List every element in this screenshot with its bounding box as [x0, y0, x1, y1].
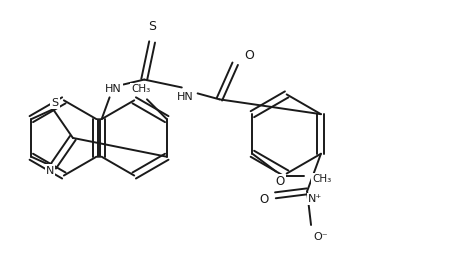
Text: O: O: [244, 49, 254, 62]
Text: HN: HN: [105, 84, 122, 94]
Text: O⁻: O⁻: [314, 232, 328, 242]
Text: N: N: [46, 166, 54, 176]
Text: N⁺: N⁺: [308, 194, 322, 204]
Text: S: S: [51, 98, 59, 108]
Text: CH₃: CH₃: [312, 174, 331, 184]
Text: O: O: [259, 193, 268, 206]
Text: O: O: [276, 175, 285, 188]
Text: HN: HN: [178, 92, 194, 102]
Text: CH₃: CH₃: [131, 84, 151, 94]
Text: S: S: [148, 20, 156, 33]
